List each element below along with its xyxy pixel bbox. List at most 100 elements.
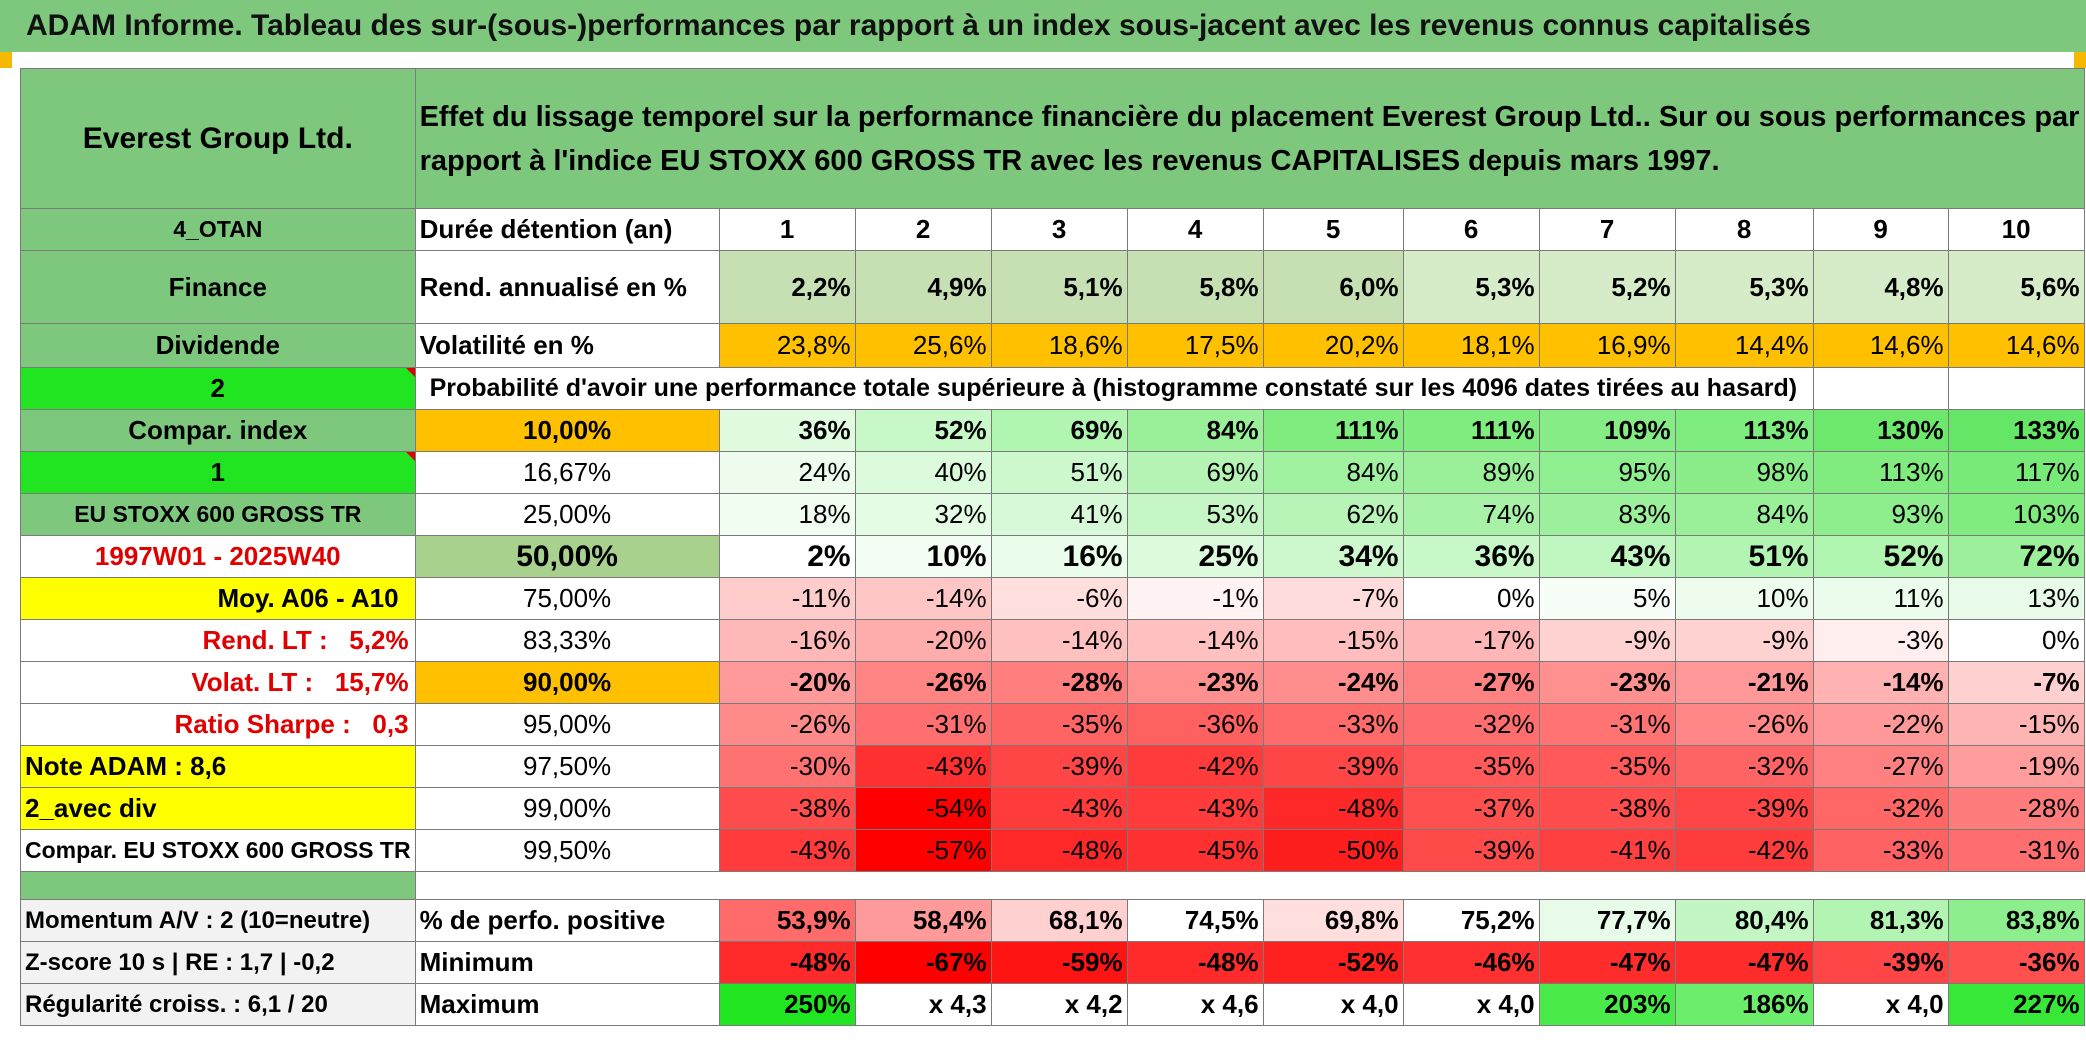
percentile-value: -23%	[1126, 661, 1264, 704]
ratio-sharpe: Ratio Sharpe : 0,3	[20, 703, 416, 746]
percentile-value: 95%	[1538, 451, 1676, 494]
positive-value: 74,5%	[1126, 899, 1264, 942]
spacer-cell	[414, 871, 2085, 900]
positive-row: Momentum A/V : 2 (10=neutre) % de perfo.…	[20, 899, 2085, 942]
percentile-value: 133%	[1947, 409, 2085, 452]
percentile-value: -20%	[718, 661, 856, 704]
percentile-value: -39%	[990, 745, 1128, 788]
rend-value: 5,6%	[1947, 250, 2085, 324]
compar-index-label: Compar. index	[20, 409, 416, 452]
compar-index-name: Compar. EU STOXX 600 GROSS TR	[20, 829, 416, 872]
empty-cell	[1947, 367, 2085, 410]
percentile-value: -42%	[1674, 829, 1814, 872]
percentile-value: -28%	[990, 661, 1128, 704]
maximum-value: x 4,0	[1812, 983, 1949, 1026]
zscore-label: Z-score 10 s | RE : 1,7 | -0,2	[20, 941, 416, 984]
percentile-value: 72%	[1947, 535, 2085, 578]
rend-value: 5,3%	[1674, 250, 1814, 324]
period-selector[interactable]: 2	[20, 367, 416, 410]
company-name: Everest Group Ltd.	[20, 68, 416, 209]
percentile-value: 69%	[990, 409, 1128, 452]
spacer-cell	[20, 871, 416, 900]
performance-table: Everest Group Ltd. Effet du lissage temp…	[20, 68, 2085, 1026]
percentile-value: 24%	[718, 451, 856, 494]
percentile-value: -35%	[990, 703, 1128, 746]
percentile-level: 97,50%	[414, 745, 720, 788]
percentile-level: 83,33%	[414, 619, 720, 662]
vol-value: 18,6%	[990, 323, 1128, 368]
rend-value: 5,3%	[1402, 250, 1540, 324]
vol-value: 16,9%	[1538, 323, 1676, 368]
rend-value: 6,0%	[1262, 250, 1404, 324]
percentile-row: 1997W01 - 2025W40 50,00% 2% 10% 16% 25% …	[20, 535, 2085, 578]
minimum-value: -39%	[1812, 941, 1949, 984]
percentile-value: 41%	[990, 493, 1128, 536]
percentile-value: -15%	[1262, 619, 1404, 662]
percentile-value: 93%	[1812, 493, 1949, 536]
percentile-value: 117%	[1947, 451, 2085, 494]
minimum-value: -47%	[1674, 941, 1814, 984]
percentile-level: 25,00%	[414, 493, 720, 536]
percentile-value: -43%	[854, 745, 992, 788]
positive-label: % de perfo. positive	[414, 899, 720, 942]
percentile-value: -14%	[854, 577, 992, 620]
percentile-value: 34%	[1262, 535, 1404, 578]
positive-value: 53,9%	[718, 899, 856, 942]
percentile-value: 51%	[990, 451, 1128, 494]
percentile-value: -20%	[854, 619, 992, 662]
percentile-value: -42%	[1126, 745, 1264, 788]
percentile-value: -24%	[1262, 661, 1404, 704]
percentile-value: 5%	[1538, 577, 1676, 620]
percentile-value: 25%	[1126, 535, 1264, 578]
index-selector[interactable]: 1	[20, 451, 416, 494]
positive-value: 80,4%	[1674, 899, 1814, 942]
minimum-value: -52%	[1262, 941, 1404, 984]
maximum-value: 186%	[1674, 983, 1814, 1026]
percentile-value: -19%	[1947, 745, 2085, 788]
percentile-row: Volat. LT : 15,7% 90,00% -20% -26% -28% …	[20, 661, 2085, 704]
percentile-value: -35%	[1402, 745, 1540, 788]
percentile-value: -26%	[718, 703, 856, 746]
year-header: 3	[990, 208, 1128, 251]
rend-value: 5,2%	[1538, 250, 1676, 324]
maximum-value: x 4,0	[1402, 983, 1540, 1026]
percentile-value: 109%	[1538, 409, 1676, 452]
corner-marker-left	[0, 52, 12, 68]
percentile-value: -7%	[1262, 577, 1404, 620]
percentile-row: Compar. index 10,00% 36% 52% 69% 84% 111…	[20, 409, 2085, 452]
percentile-value: 74%	[1402, 493, 1540, 536]
vol-value: 14,6%	[1812, 323, 1949, 368]
percentile-value: 40%	[854, 451, 992, 494]
percentile-value: -39%	[1674, 787, 1814, 830]
percentile-value: -43%	[1126, 787, 1264, 830]
percentile-value: 13%	[1947, 577, 2085, 620]
percentile-value: 36%	[1402, 535, 1540, 578]
percentile-value: -35%	[1538, 745, 1676, 788]
year-header: 10	[1947, 208, 2085, 251]
maximum-row: Régularité croiss. : 6,1 / 20 Maximum 25…	[20, 983, 2085, 1026]
percentile-row: Compar. EU STOXX 600 GROSS TR 99,50% -43…	[20, 829, 2085, 872]
positive-value: 77,7%	[1538, 899, 1676, 942]
vol-label: Volatilité en %	[414, 323, 720, 368]
percentile-level: 16,67%	[414, 451, 720, 494]
corner-marker-right	[2074, 52, 2086, 68]
index-name: EU STOXX 600 GROSS TR	[20, 493, 416, 536]
positive-value: 83,8%	[1947, 899, 2085, 942]
year-header: 4	[1126, 208, 1264, 251]
percentile-value: 52%	[1812, 535, 1949, 578]
positive-value: 58,4%	[854, 899, 992, 942]
percentile-level: 10,00%	[414, 409, 720, 452]
percentile-value: 89%	[1402, 451, 1540, 494]
positive-value: 68,1%	[990, 899, 1128, 942]
percentile-value: -32%	[1402, 703, 1540, 746]
percentile-value: 11%	[1812, 577, 1949, 620]
percentile-value: -38%	[718, 787, 856, 830]
rend-value: 2,2%	[718, 250, 856, 324]
rend-value: 4,8%	[1812, 250, 1949, 324]
percentile-level: 90,00%	[414, 661, 720, 704]
percentile-value: -57%	[854, 829, 992, 872]
percentile-value: -26%	[854, 661, 992, 704]
percentile-level: 99,50%	[414, 829, 720, 872]
percentile-value: 111%	[1262, 409, 1404, 452]
percentile-value: 10%	[1674, 577, 1814, 620]
